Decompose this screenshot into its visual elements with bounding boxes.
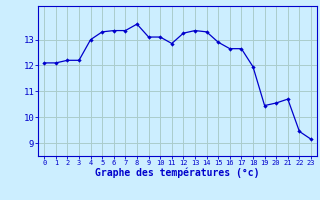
- X-axis label: Graphe des températures (°c): Graphe des températures (°c): [95, 168, 260, 178]
